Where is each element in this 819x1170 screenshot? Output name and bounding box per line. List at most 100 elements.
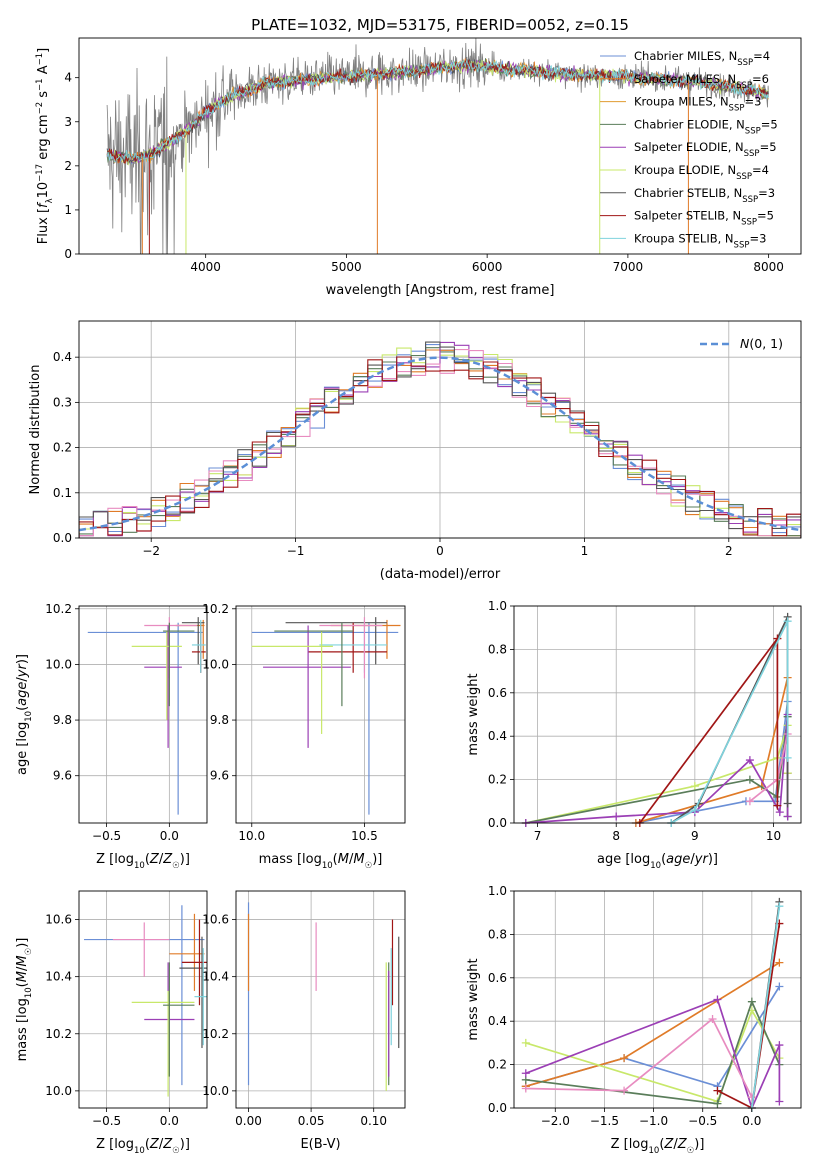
- axes-frame: [513, 890, 802, 1109]
- label-part: 10: [134, 1146, 145, 1156]
- y-tick-label: 0.6: [488, 686, 507, 700]
- label-part: Kroupa MILES, N: [634, 95, 729, 109]
- x-axis-label: (data-model)/error: [380, 567, 501, 582]
- weight-point-marker: [521, 1069, 530, 1078]
- x-tick-label: 0.10: [360, 1114, 387, 1128]
- y-tick-label: 10.4: [202, 970, 229, 984]
- label-part: age [log: [15, 722, 30, 775]
- x-tick-label: −2: [142, 544, 160, 558]
- y-tick-label: 10.0: [202, 1084, 229, 1098]
- y-axis-label: mass [log10(M/M☉)]: [15, 938, 34, 1062]
- y-tick-label: 1: [64, 203, 72, 217]
- label-part: age [log: [597, 852, 650, 867]
- label-part: 10: [322, 861, 333, 871]
- weight-point-marker: [713, 995, 722, 1004]
- label-part: /: [159, 1137, 164, 1152]
- metallicity-age-panel: −0.5 0.09.69.810.010.2Z [log10(Z/Z☉)]age …: [15, 602, 208, 871]
- label-part: SSP: [741, 218, 757, 228]
- y-tick-label: 9.6: [53, 769, 72, 783]
- y-axis-label: Normed distribution: [28, 365, 43, 495]
- legend-label: Kroupa MILES, NSSP=3: [634, 95, 761, 114]
- y-tick-label: 1.0: [488, 599, 507, 613]
- label-part: SSP: [745, 126, 761, 136]
- y-tick-label: 0.3: [53, 395, 72, 409]
- y-tick-label: 10.0: [45, 657, 72, 671]
- weight-point-marker: [747, 997, 756, 1006]
- x-tick-label: 0.0: [742, 1114, 761, 1128]
- label-part: −1: [35, 78, 45, 91]
- label-part: ☉: [24, 948, 34, 956]
- y-tick-label: 10.2: [202, 1027, 229, 1041]
- label-part: Z: [663, 1137, 674, 1152]
- label-part: Salpeter STELIB, N: [634, 209, 741, 223]
- label-part: (: [661, 852, 666, 867]
- label-part: 10: [134, 861, 145, 871]
- label-part: SSP: [736, 172, 752, 182]
- label-part: yr: [694, 852, 710, 867]
- weight-point-marker: [745, 756, 754, 765]
- x-axis-label: Z [log10(Z/Z☉)]: [611, 1137, 705, 1156]
- x-tick-label: 8: [612, 829, 620, 843]
- spectrum-model-line: [106, 59, 769, 165]
- x-axis-label: age [log10(age/yr)]: [597, 852, 718, 871]
- label-part: =4: [752, 163, 769, 177]
- y-tick-label: 1.0: [488, 884, 507, 898]
- spectrum-panel: 4000 5000 6000 7000 8000 0 1 2 3 4 wavelength [Ang…: [35, 37, 802, 298]
- weight-point-marker: [775, 1097, 784, 1106]
- weight-point-marker: [713, 1099, 722, 1108]
- label-part: Chabrier MILES, N: [634, 49, 737, 63]
- x-tick-label: 10.0: [238, 829, 265, 843]
- weight-point-marker: [620, 1054, 629, 1063]
- weight-point-marker: [690, 782, 699, 791]
- weight-point-marker: [783, 812, 792, 821]
- y-tick-label: 9.6: [210, 769, 229, 783]
- label-part: Salpeter ELODIE, N: [634, 140, 744, 154]
- label-part: ☉: [172, 861, 180, 871]
- label-part: Z: [149, 1137, 160, 1152]
- x-tick-label: 7000: [613, 260, 644, 274]
- weight-point-marker: [783, 753, 792, 762]
- legend-label: N(0, 1): [740, 336, 783, 351]
- label-part: =5: [760, 140, 777, 154]
- label-part: Z: [677, 1137, 688, 1152]
- x-tick-label: 1: [581, 544, 589, 558]
- x-tick-label: −0.5: [688, 1114, 717, 1128]
- label-part: SSP: [736, 81, 752, 91]
- label-part: (: [333, 852, 338, 867]
- label-part: 10: [649, 1146, 660, 1156]
- x-tick-label: −1.5: [590, 1114, 619, 1128]
- x-tick-label: 5000: [331, 260, 362, 274]
- histogram-series: [79, 341, 801, 538]
- label-part: Kroupa ELODIE, N: [634, 163, 736, 177]
- label-part: (: [659, 1137, 664, 1152]
- x-tick-label: 8000: [753, 260, 784, 274]
- extinction-mass-panel: 0.00 0.05 0.10 10.0 10.2 10.4 10.6 E(B-V): [202, 890, 406, 1152]
- x-axis-label: mass [log10(M/M☉)]: [259, 852, 383, 871]
- label-part: A: [36, 65, 51, 78]
- label-part: SSP: [729, 104, 745, 114]
- label-part: ☉: [365, 861, 373, 871]
- label-part: SSP: [742, 195, 758, 205]
- label-part: )]: [694, 1137, 704, 1152]
- label-part: )]: [15, 938, 30, 948]
- label-part: Z [log: [611, 1137, 649, 1152]
- legend-label: Salpeter STELIB, NSSP=5: [634, 209, 774, 228]
- label-part: =5: [757, 209, 774, 223]
- y-tick-label: 0.4: [488, 729, 507, 743]
- label-part: s: [36, 91, 51, 102]
- label-part: =5: [761, 117, 778, 131]
- label-part: )]: [15, 654, 30, 664]
- x-tick-label: 6000: [472, 260, 503, 274]
- label-part: M: [15, 971, 30, 982]
- x-tick-label: −2.0: [541, 1114, 570, 1128]
- axes-frame: [78, 605, 208, 824]
- label-part: ]: [36, 48, 51, 53]
- weight-point-marker: [775, 808, 784, 817]
- y-tick-label: 4: [64, 71, 72, 85]
- x-tick-label: −1: [287, 544, 305, 558]
- label-part: ☉: [172, 1146, 180, 1156]
- label-part: )]: [180, 852, 190, 867]
- label-part: mass [log: [15, 998, 30, 1061]
